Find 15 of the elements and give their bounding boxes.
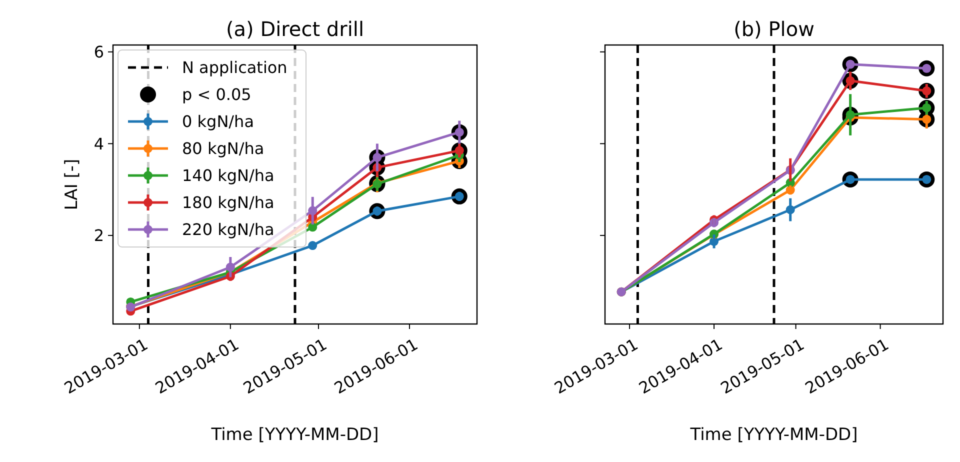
y-tick-label: 2 — [94, 226, 104, 246]
legend-label: 140 kgN/ha — [182, 166, 274, 186]
chart-title: (a) Direct drill — [226, 17, 364, 41]
y-tick-label: 4 — [94, 134, 104, 154]
legend-label: p < 0.05 — [182, 85, 252, 104]
legend-label: 80 kgN/ha — [182, 139, 264, 158]
legend-label: 0 kgN/ha — [182, 112, 254, 132]
y-tick-label: 6 — [94, 42, 104, 62]
x-axis-title: Time [YYYY-MM-DD] — [689, 425, 858, 445]
chart-title: (b) Plow — [734, 17, 814, 41]
legend-label: 180 kgN/ha — [182, 193, 274, 212]
ref-line-label: N application — [182, 58, 288, 78]
legend-label: 220 kgN/ha — [182, 220, 274, 240]
y-axis-title: LAI [-] — [62, 158, 82, 210]
x-axis-title: Time [YYYY-MM-DD] — [210, 425, 379, 445]
